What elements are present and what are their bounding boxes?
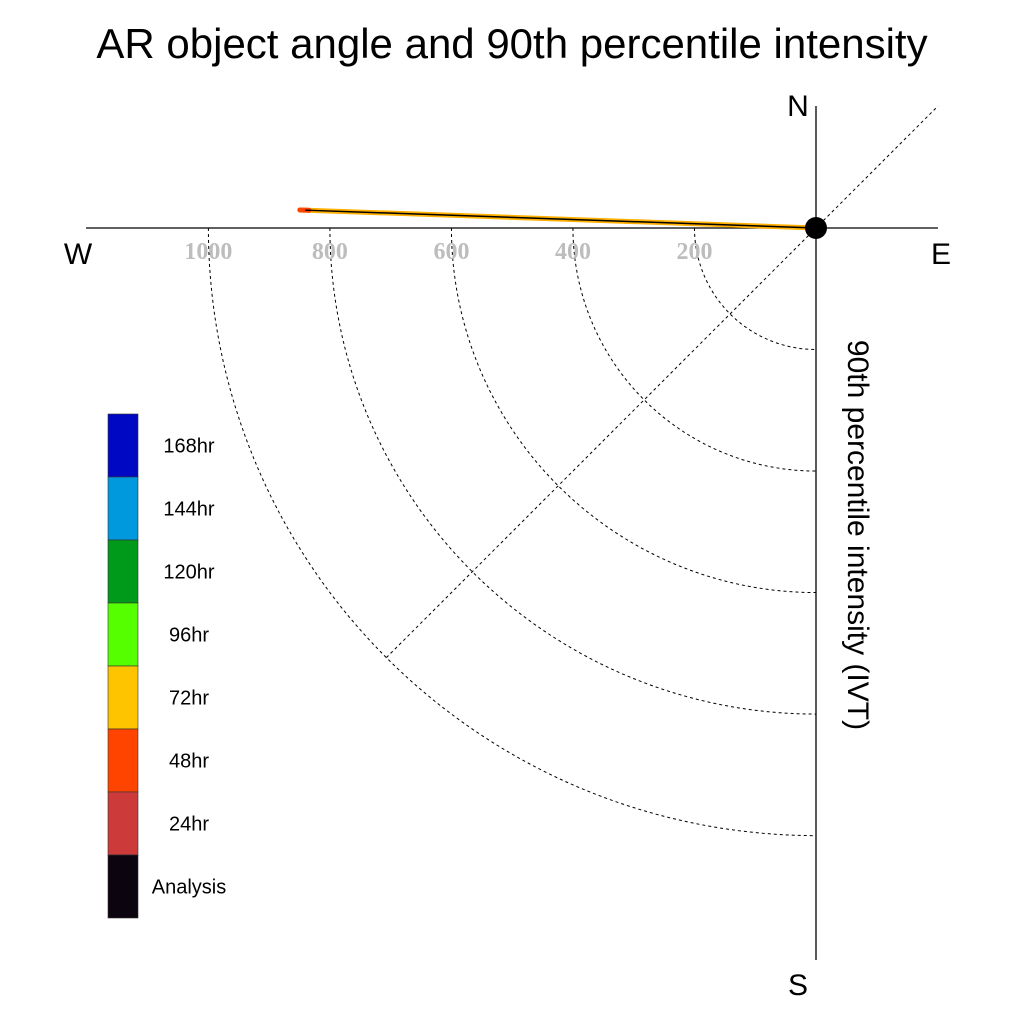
legend-label-168hr: 168hr (163, 436, 214, 458)
compass-north: N (787, 90, 809, 123)
legend-swatch-96hr (107, 602, 139, 667)
legend-label-24hr: 24hr (169, 814, 209, 836)
compass-east: E (931, 238, 951, 271)
tick-label-200: 200 (676, 239, 712, 265)
legend-swatch-120hr (107, 539, 139, 604)
radial-axis-label: 90th percentile intensity (IVT) (841, 340, 874, 730)
grid-arc-1000 (207, 227, 817, 837)
legend-label-120hr: 120hr (163, 562, 214, 584)
legend-label-72hr: 72hr (169, 688, 209, 710)
legend-swatch-72hr (107, 665, 139, 730)
compass-south: S (788, 969, 808, 1002)
tick-label-1000: 1000 (184, 239, 232, 265)
grid-arc-400 (572, 227, 817, 472)
legend-swatch-168hr (107, 413, 139, 478)
grid-arc-200 (693, 227, 817, 351)
legend-label-analysis: Analysis (152, 877, 226, 899)
grid-arc-800 (329, 227, 817, 715)
chart-title: AR object angle and 90th percentile inte… (96, 20, 927, 67)
legend-label-96hr: 96hr (169, 625, 209, 647)
origin-marker (805, 217, 827, 239)
grid-layer (207, 105, 939, 837)
tick-label-400: 400 (555, 239, 591, 265)
legend-swatch-analysis (107, 854, 139, 919)
compass-west: W (64, 238, 93, 271)
legend-swatch-24hr (107, 791, 139, 856)
radial-tick-labels: 1000 800 600 400 200 (184, 239, 712, 265)
legend-label-48hr: 48hr (169, 751, 209, 773)
series-layer (297, 207, 827, 239)
grid-diagonal (386, 105, 939, 658)
series-line-analysis (305, 209, 817, 229)
legend: 168hr 144hr 120hr 96hr 72hr 48hr 24hr Analysis (107, 413, 226, 919)
tick-label-600: 600 (433, 239, 469, 265)
tick-label-800: 800 (312, 239, 348, 265)
grid-arc-600 (450, 227, 817, 594)
legend-swatch-48hr (107, 728, 139, 793)
legend-label-144hr: 144hr (163, 499, 214, 521)
legend-swatch-144hr (107, 476, 139, 541)
